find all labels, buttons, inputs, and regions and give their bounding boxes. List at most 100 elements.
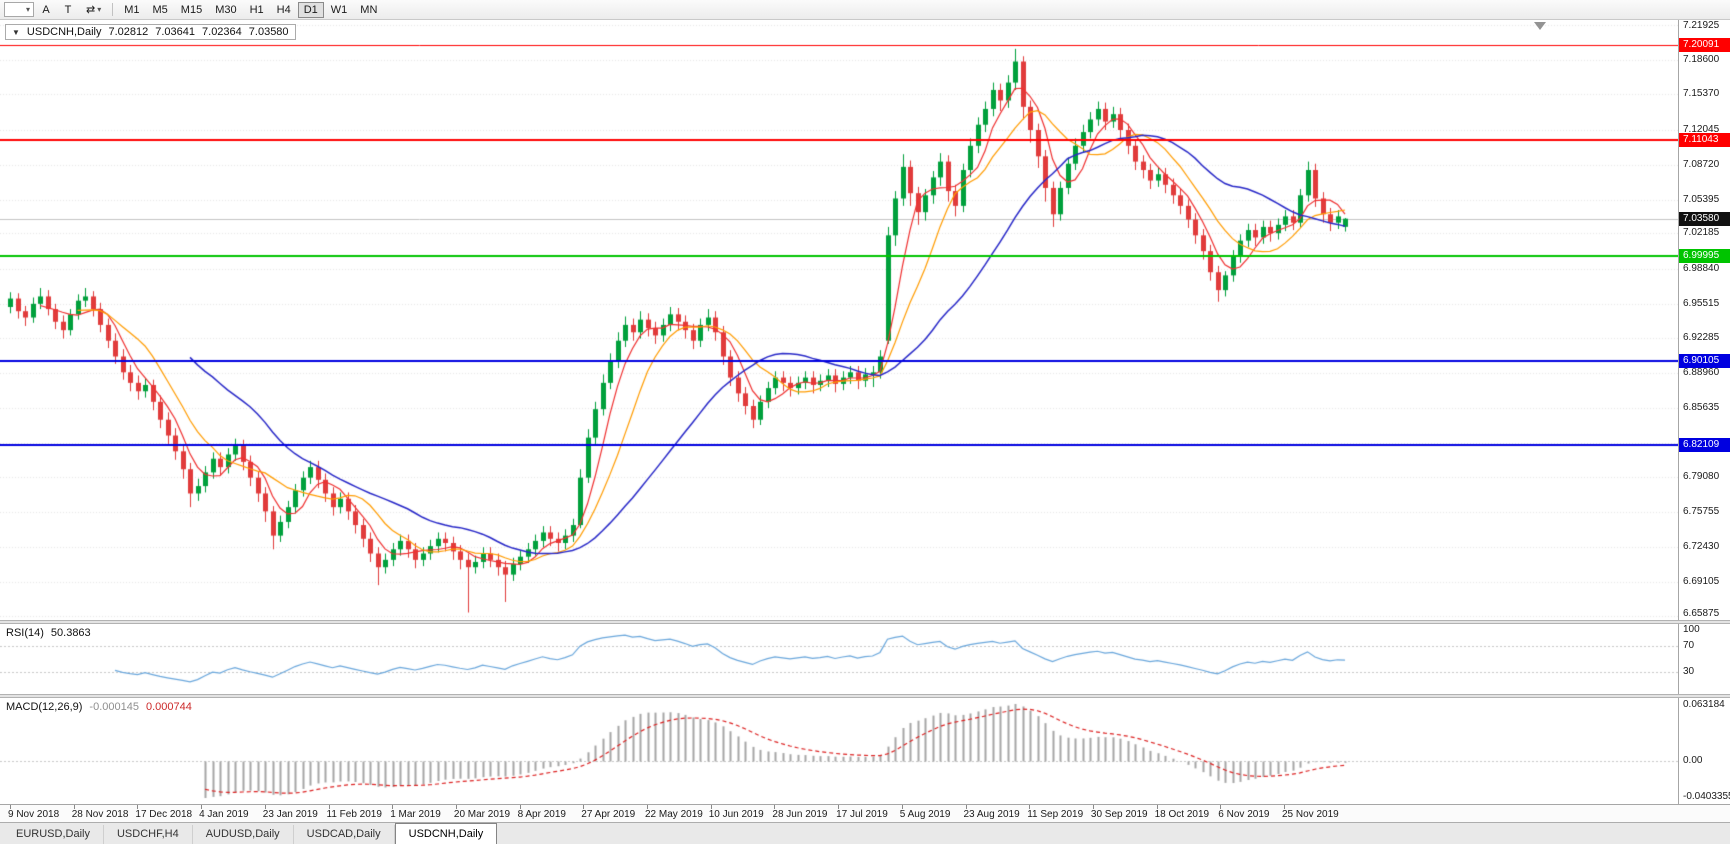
price-chart-panel: ▼ USDCNH,Daily 7.02812 7.03641 7.02364 7… (0, 20, 1730, 620)
rsi-panel: RSI(14) 50.3863 100 70 30 (0, 624, 1730, 694)
chart-ohlc-label: ▼ USDCNH,Daily 7.02812 7.03641 7.02364 7… (5, 24, 296, 40)
chart-shift-marker[interactable] (1534, 22, 1546, 30)
time-axis-label: 25 Nov 2019 (1282, 809, 1339, 820)
low-value: 7.02364 (202, 26, 242, 38)
time-axis-label: 5 Aug 2019 (899, 809, 951, 820)
chart-selector-dropdown[interactable]: ▾ (4, 2, 34, 17)
chevron-down-icon: ▾ (25, 5, 30, 14)
high-value: 7.03641 (155, 26, 196, 38)
rsi-axis-label: 70 (1683, 639, 1695, 651)
macd-label: MACD(12,26,9) -0.000145 0.000744 (6, 701, 192, 713)
arrows-icon: ⇄ (86, 4, 96, 16)
price-axis-label: 6.98840 (1683, 262, 1720, 274)
time-axis-label: 27 Apr 2019 (581, 809, 636, 820)
time-axis-tick (10, 805, 11, 809)
time-axis-tick (1029, 805, 1031, 809)
time-axis-label: 9 Nov 2018 (8, 809, 60, 820)
time-axis-label: 1 Mar 2019 (390, 809, 441, 820)
panel-separator[interactable] (0, 694, 1730, 698)
period-arrows-button[interactable]: ⇄ ▾ (80, 2, 107, 18)
macd-axis-label: 0.063184 (1683, 699, 1725, 710)
time-axis-tick (137, 805, 139, 809)
timeframe-m5[interactable]: M5 (147, 2, 174, 18)
time-axis-tick (519, 805, 521, 809)
timeframe-m15[interactable]: M15 (175, 2, 208, 18)
price-badge: 7.20091 (1679, 37, 1730, 52)
price-badge: 7.03580 (1679, 211, 1730, 226)
time-axis-label: 11 Sep 2019 (1027, 809, 1084, 820)
price-axis[interactable]: 7.21925 7.18600 7.15370 7.12045 7.08720 7.053… (1678, 20, 1730, 620)
text-tool-button[interactable]: T (58, 2, 78, 18)
price-axis-label: 7.12045 (1683, 123, 1720, 135)
time-axis-label: 23 Aug 2019 (963, 809, 1020, 820)
price-axis-label: 6.65875 (1683, 608, 1720, 619)
time-axis-label: 18 Oct 2019 (1154, 809, 1210, 820)
price-badge: 7.11043 (1679, 133, 1730, 148)
tab-eurusd-daily[interactable]: EURUSD,Daily (3, 825, 104, 844)
price-axis-label: 6.92285 (1683, 331, 1720, 343)
rsi-axis-label: 100 (1683, 624, 1700, 635)
price-badge: 6.99995 (1679, 249, 1730, 264)
time-axis-tick (1092, 805, 1094, 809)
timeframe-m30[interactable]: M30 (209, 2, 242, 18)
rsi-canvas[interactable] (0, 624, 1678, 694)
price-axis-label: 6.75755 (1683, 505, 1720, 517)
chevron-down-icon: ▾ (97, 5, 102, 14)
time-axis-label: 17 Jul 2019 (836, 809, 888, 820)
tab-usdcad-daily[interactable]: USDCAD,Daily (294, 825, 395, 844)
price-axis-label: 7.08720 (1683, 158, 1720, 170)
timeframe-h4[interactable]: H4 (271, 2, 297, 18)
text-label-tool-button[interactable]: A (36, 2, 56, 18)
timeframe-h1[interactable]: H1 (244, 2, 270, 18)
macd-signal-value: 0.000744 (145, 701, 192, 713)
price-chart-canvas[interactable] (0, 20, 1678, 620)
time-axis-tick (73, 805, 75, 809)
time-axis-tick (392, 805, 394, 809)
price-badge: 6.90105 (1679, 353, 1730, 368)
time-axis-tick (201, 805, 203, 809)
toolbar: ▾ A T ⇄ ▾ M1 M5 M15 M30 H1 H4 D1 W1 MN (0, 0, 1730, 20)
chart-tabs-bar: EURUSD,Daily USDCHF,H4 AUDUSD,Daily USDCAD,… (0, 822, 1730, 844)
tab-audusd-daily[interactable]: AUDUSD,Daily (193, 825, 294, 844)
collapse-chart-icon[interactable]: ▼ (12, 27, 20, 37)
time-axis-label: 30 Sep 2019 (1090, 809, 1148, 820)
symbol-period-label: USDCNH,Daily (26, 26, 102, 38)
time-axis-tick (264, 805, 266, 809)
time-axis-label: 10 Jun 2019 (708, 809, 764, 820)
rsi-axis-label: 30 (1683, 666, 1695, 678)
open-value: 7.02812 (108, 26, 149, 38)
price-axis-label: 7.05395 (1683, 193, 1720, 205)
macd-axis[interactable]: 0.063184 0.00 -0.0403355 (1678, 698, 1730, 804)
macd-panel: MACD(12,26,9) -0.000145 0.000744 0.06318… (0, 698, 1730, 804)
time-axis-label: 22 May 2019 (645, 809, 703, 820)
macd-canvas[interactable] (0, 698, 1678, 804)
time-axis-tick (838, 805, 840, 809)
tab-usdcnh-daily[interactable]: USDCNH,Daily (394, 823, 498, 844)
time-axis-tick (1156, 805, 1158, 809)
time-axis[interactable]: 9 Nov 2018 28 Nov 2018 17 Dec 2018 4 Jan 20… (0, 804, 1730, 822)
price-axis-label: 7.21925 (1683, 20, 1720, 31)
time-axis-tick (901, 805, 903, 809)
time-axis-label: 6 Nov 2019 (1218, 809, 1270, 820)
time-axis-tick (965, 805, 967, 809)
price-axis-label: 6.72430 (1683, 540, 1720, 552)
timeframe-mn[interactable]: MN (354, 2, 383, 18)
time-axis-tick (710, 805, 712, 809)
price-axis-label: 6.88960 (1683, 366, 1720, 378)
panel-separator[interactable] (0, 620, 1730, 624)
timeframe-m1[interactable]: M1 (118, 2, 145, 18)
time-axis-label: 23 Jan 2019 (262, 809, 318, 820)
tab-usdchf-h4[interactable]: USDCHF,H4 (104, 825, 193, 844)
timeframe-w1[interactable]: W1 (325, 2, 354, 18)
price-axis-label: 7.15370 (1683, 88, 1720, 100)
rsi-axis[interactable]: 100 70 30 (1678, 624, 1730, 694)
rsi-value: 50.3863 (50, 627, 91, 639)
time-axis-tick (455, 805, 457, 809)
time-axis-label: 28 Nov 2018 (71, 809, 129, 820)
time-axis-tick (328, 805, 330, 809)
timeframe-d1[interactable]: D1 (297, 1, 324, 18)
time-axis-tick (1220, 805, 1222, 809)
price-axis-label: 6.79080 (1683, 470, 1720, 482)
price-axis-label: 6.95515 (1683, 297, 1720, 309)
macd-axis-label: -0.0403355 (1683, 791, 1730, 802)
